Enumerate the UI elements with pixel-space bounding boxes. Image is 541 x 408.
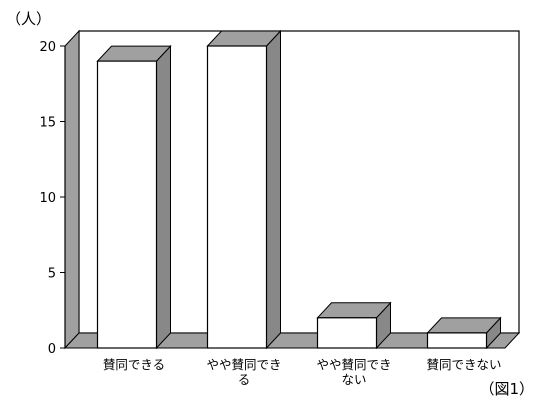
category-label: 賛同できない	[426, 357, 501, 372]
bar-front	[316, 317, 378, 349]
bar-front	[206, 45, 268, 349]
bar-side	[266, 29, 281, 350]
bars	[96, 29, 502, 350]
bar	[426, 316, 502, 350]
y-tick-label: 20	[39, 40, 56, 55]
bar-side	[156, 44, 171, 350]
bar-front	[96, 60, 158, 349]
y-tick-label: 0	[48, 342, 56, 357]
bar	[206, 29, 282, 350]
y-tick-label: 5	[48, 267, 56, 282]
y-tick-label: 10	[39, 191, 56, 206]
y-axis-unit-label: （人）	[6, 10, 51, 28]
y-axis: 0 5 10 15 20	[39, 40, 66, 357]
category-label: る	[238, 372, 251, 387]
category-label: 賛同できる	[103, 357, 165, 372]
left-wall	[64, 29, 80, 350]
figure-caption: （図1）	[479, 380, 534, 398]
bar	[316, 301, 392, 350]
bar	[96, 44, 172, 350]
category-label: やや賛同でき	[206, 357, 281, 372]
y-tick-label: 15	[39, 116, 56, 131]
category-label: ない	[341, 372, 366, 387]
category-label: やや賛同でき	[316, 357, 391, 372]
bar-front	[426, 332, 488, 349]
